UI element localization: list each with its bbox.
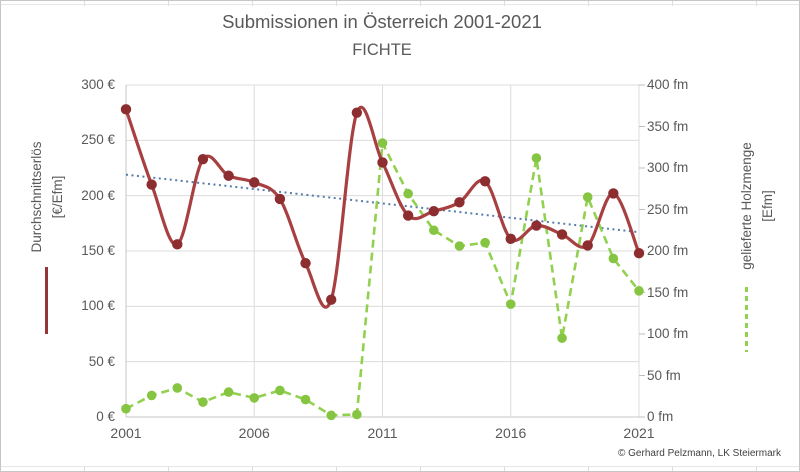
volume-marker xyxy=(557,333,567,343)
price-marker xyxy=(582,240,593,251)
y-axis-tick-label-right: 200 fm xyxy=(647,243,689,258)
volume-marker xyxy=(608,253,619,264)
volume-marker xyxy=(352,409,362,420)
right-axis-label-line1: gelieferte Holzmenge xyxy=(739,142,754,270)
price-marker xyxy=(556,229,568,240)
price-marker xyxy=(300,257,311,269)
price-marker xyxy=(326,294,337,305)
price-marker xyxy=(608,188,619,199)
y-axis-tick-label-right: 100 fm xyxy=(647,326,689,341)
volume-marker xyxy=(275,385,285,396)
volume-marker xyxy=(505,299,516,309)
volume-marker xyxy=(249,393,260,403)
y-axis-tick-label-left: 200 € xyxy=(81,187,115,203)
volume-marker xyxy=(223,387,234,397)
x-axis-tick-label: 2011 xyxy=(367,425,398,441)
spreadsheet-edge-top xyxy=(1,1,799,6)
price-marker xyxy=(402,210,414,221)
volume-marker xyxy=(146,390,157,401)
x-axis-tick-label: 2021 xyxy=(623,425,655,441)
price-marker xyxy=(146,179,157,190)
left-axis-label-line1: Durchschnittserlös xyxy=(29,141,44,253)
spreadsheet-gridline-top xyxy=(1,4,799,5)
volume-marker xyxy=(429,225,439,236)
x-axis-tick-label: 2016 xyxy=(495,425,527,441)
y-axis-tick-label-right: 350 fm xyxy=(647,118,689,134)
right-axis-label-line2: [Efm] xyxy=(760,190,775,222)
y-axis-tick-label-right: 400 fm xyxy=(647,77,689,92)
volume-marker xyxy=(198,397,208,407)
volume-marker xyxy=(121,403,131,414)
y-axis-tick-label-left: 50 € xyxy=(88,353,115,369)
volume-marker xyxy=(403,188,413,199)
plot-area xyxy=(120,84,645,421)
price-marker xyxy=(377,157,388,168)
price-marker xyxy=(479,176,491,187)
y-axis-tick-label-right: 250 fm xyxy=(647,201,689,217)
price-marker xyxy=(223,170,234,181)
legend-key-price-line xyxy=(45,267,48,334)
y-axis-tick-label-right: 150 fm xyxy=(647,284,689,300)
chart-title: Submissionen in Österreich 2001-2021 xyxy=(222,11,542,32)
x-axis-tick-label: 2006 xyxy=(238,425,270,441)
volume-marker xyxy=(377,138,388,148)
y-axis-tick-label-right: 0 fm xyxy=(647,409,674,424)
volume-marker xyxy=(326,410,336,421)
price-marker xyxy=(249,177,260,188)
volume-marker xyxy=(480,237,490,248)
y-axis-tick-label-left: 250 € xyxy=(81,132,115,148)
price-marker xyxy=(120,104,132,115)
y-axis-tick-label-right: 50 fm xyxy=(647,367,681,383)
spreadsheet-gridline-bottom xyxy=(1,466,799,467)
volume-marker xyxy=(634,286,644,296)
price-marker xyxy=(274,193,286,205)
price-marker xyxy=(633,248,645,259)
y-axis-tick-label-left: 0 € xyxy=(96,409,115,424)
y-axis-tick-label-right: 300 fm xyxy=(647,160,689,175)
volume-marker xyxy=(172,383,183,393)
volume-marker xyxy=(300,394,311,405)
right-axis-label: gelieferte Holzmenge [Efm] xyxy=(736,142,778,270)
price-marker xyxy=(197,153,209,165)
legend-key-volume-line xyxy=(745,287,748,352)
trendline xyxy=(125,173,640,234)
price-marker xyxy=(428,205,439,217)
y-axis-tick-label-left: 100 € xyxy=(81,298,115,314)
volume-marker xyxy=(582,192,593,202)
price-marker xyxy=(531,220,542,231)
price-marker xyxy=(505,233,516,245)
attribution: © Gerhard Pelzmann, LK Steiermark xyxy=(618,448,781,459)
price-marker xyxy=(172,239,183,250)
x-axis-tick-label: 2001 xyxy=(110,425,142,441)
volume-marker xyxy=(454,241,465,251)
spreadsheet-edge-bottom xyxy=(1,466,799,471)
y-axis-tick-label-left: 150 € xyxy=(81,243,115,258)
price-marker xyxy=(351,107,363,118)
y-axis-tick-label-left: 300 € xyxy=(81,77,115,92)
price-marker xyxy=(454,197,465,208)
volume-marker xyxy=(531,153,542,163)
chart-subtitle: FICHTE xyxy=(352,41,412,59)
